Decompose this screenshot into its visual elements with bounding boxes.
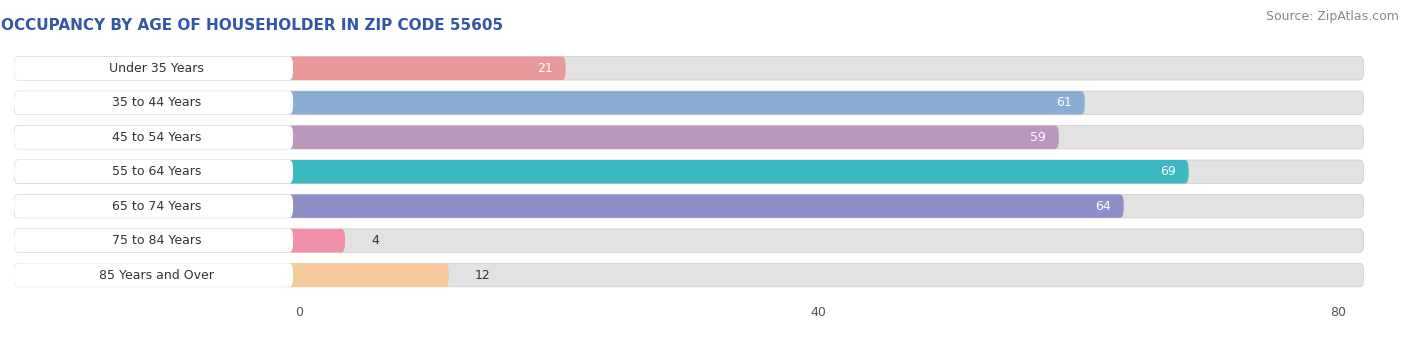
- FancyBboxPatch shape: [14, 160, 292, 183]
- FancyBboxPatch shape: [14, 229, 292, 252]
- FancyBboxPatch shape: [14, 91, 1085, 115]
- FancyBboxPatch shape: [14, 91, 292, 115]
- FancyBboxPatch shape: [14, 160, 1364, 183]
- FancyBboxPatch shape: [14, 194, 1364, 218]
- Text: 12: 12: [475, 269, 491, 282]
- Text: 45 to 54 Years: 45 to 54 Years: [112, 131, 201, 144]
- Text: 69: 69: [1160, 165, 1175, 178]
- Text: 35 to 44 Years: 35 to 44 Years: [112, 96, 201, 109]
- FancyBboxPatch shape: [14, 91, 1364, 115]
- FancyBboxPatch shape: [14, 229, 292, 252]
- FancyBboxPatch shape: [14, 91, 292, 115]
- Text: 4: 4: [371, 234, 378, 247]
- FancyBboxPatch shape: [14, 125, 292, 149]
- FancyBboxPatch shape: [14, 194, 292, 218]
- FancyBboxPatch shape: [14, 125, 1364, 149]
- FancyBboxPatch shape: [14, 229, 1364, 252]
- Text: 85 Years and Over: 85 Years and Over: [100, 269, 214, 282]
- FancyBboxPatch shape: [14, 264, 449, 287]
- Text: 55 to 64 Years: 55 to 64 Years: [112, 165, 201, 178]
- Text: 64: 64: [1095, 200, 1111, 212]
- FancyBboxPatch shape: [14, 160, 292, 183]
- Text: 65 to 74 Years: 65 to 74 Years: [112, 200, 201, 212]
- FancyBboxPatch shape: [14, 229, 344, 252]
- Text: 75 to 84 Years: 75 to 84 Years: [112, 234, 201, 247]
- FancyBboxPatch shape: [14, 56, 292, 80]
- FancyBboxPatch shape: [14, 264, 1364, 287]
- FancyBboxPatch shape: [14, 125, 292, 149]
- FancyBboxPatch shape: [14, 125, 1059, 149]
- FancyBboxPatch shape: [14, 194, 1123, 218]
- FancyBboxPatch shape: [14, 264, 292, 287]
- FancyBboxPatch shape: [14, 160, 1188, 183]
- FancyBboxPatch shape: [14, 264, 292, 287]
- FancyBboxPatch shape: [14, 56, 1364, 80]
- Text: Under 35 Years: Under 35 Years: [110, 62, 204, 75]
- Text: 21: 21: [537, 62, 553, 75]
- Text: Source: ZipAtlas.com: Source: ZipAtlas.com: [1265, 10, 1399, 23]
- FancyBboxPatch shape: [14, 56, 565, 80]
- FancyBboxPatch shape: [14, 194, 292, 218]
- Text: 59: 59: [1031, 131, 1046, 144]
- Text: OCCUPANCY BY AGE OF HOUSEHOLDER IN ZIP CODE 55605: OCCUPANCY BY AGE OF HOUSEHOLDER IN ZIP C…: [0, 18, 503, 33]
- Text: 61: 61: [1056, 96, 1071, 109]
- FancyBboxPatch shape: [14, 56, 292, 80]
